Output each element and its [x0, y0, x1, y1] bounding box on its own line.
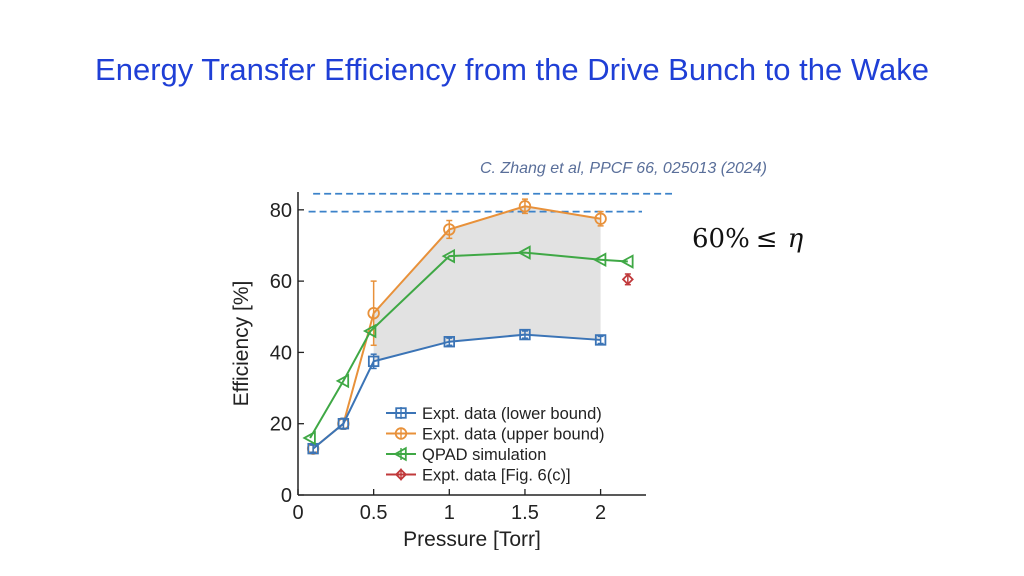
- efficiency-inequality: 60% ≤ η: [692, 224, 803, 254]
- y-tick-label: 40: [270, 342, 292, 364]
- y-tick-label: 0: [281, 485, 292, 507]
- legend-marker-qpad-simulation: [393, 446, 407, 462]
- data-point-qpad-simulation: [362, 323, 377, 339]
- x-tick-label: 0: [292, 502, 303, 524]
- data-point-expt-data-lower-bound: [443, 336, 456, 348]
- page-title: Energy Transfer Efficiency from the Driv…: [95, 52, 929, 87]
- legend-label-expt-data-upper-bound: Expt. data (upper bound): [422, 426, 605, 444]
- y-tick-label: 60: [270, 271, 292, 293]
- legend-label-expt-data-lower-bound: Expt. data (lower bound): [422, 405, 602, 423]
- legend-marker-expt-data-fig-6-c: [394, 468, 408, 481]
- inequality-symbol: ≤: [755, 224, 778, 254]
- y-tick-label: 80: [270, 200, 292, 222]
- data-point-qpad-simulation: [620, 254, 634, 269]
- y-axis-label: Efficiency [%]: [230, 281, 253, 407]
- data-point-expt-data-fig-6-c: [621, 273, 634, 286]
- data-point-expt-data-upper-bound: [443, 223, 456, 236]
- legend-label-expt-data-fig-6-c: Expt. data [Fig. 6(c)]: [422, 467, 571, 485]
- x-tick-label: 2: [595, 502, 606, 524]
- y-tick-label: 20: [270, 414, 292, 436]
- x-tick-label: 1.5: [511, 502, 539, 524]
- efficiency-band: [373, 206, 601, 362]
- data-point-expt-data-lower-bound: [337, 418, 350, 430]
- data-point-qpad-simulation: [592, 252, 607, 268]
- data-point-qpad-simulation: [517, 245, 531, 260]
- data-point-expt-data-upper-bound: [367, 306, 380, 320]
- data-point-expt-data-lower-bound: [594, 334, 607, 346]
- data-point-expt-data-lower-bound: [519, 328, 531, 341]
- data-point-qpad-simulation: [441, 248, 456, 264]
- x-tick-label: 0.5: [360, 502, 388, 524]
- data-point-expt-data-upper-bound: [594, 212, 607, 225]
- legend-marker-expt-data-lower-bound: [395, 407, 407, 419]
- data-point-expt-data-lower-bound: [367, 355, 380, 368]
- inequality-rhs: η: [787, 224, 804, 254]
- data-point-expt-data-upper-bound: [518, 200, 532, 213]
- data-point-expt-data-lower-bound: [307, 442, 319, 455]
- inequality-lhs: 60%: [692, 224, 750, 254]
- legend-marker-expt-data-upper-bound: [394, 427, 408, 440]
- series-line-qpad-simulation: [309, 251, 628, 439]
- x-tick-label: 1: [444, 502, 455, 524]
- legend-label-qpad-simulation: QPAD simulation: [422, 446, 546, 464]
- data-point-qpad-simulation: [302, 430, 316, 446]
- citation-text: C. Zhang et al, PPCF 66, 025013 (2024): [480, 160, 767, 177]
- x-axis-label: Pressure [Torr]: [403, 528, 541, 550]
- data-point-qpad-simulation: [335, 373, 350, 389]
